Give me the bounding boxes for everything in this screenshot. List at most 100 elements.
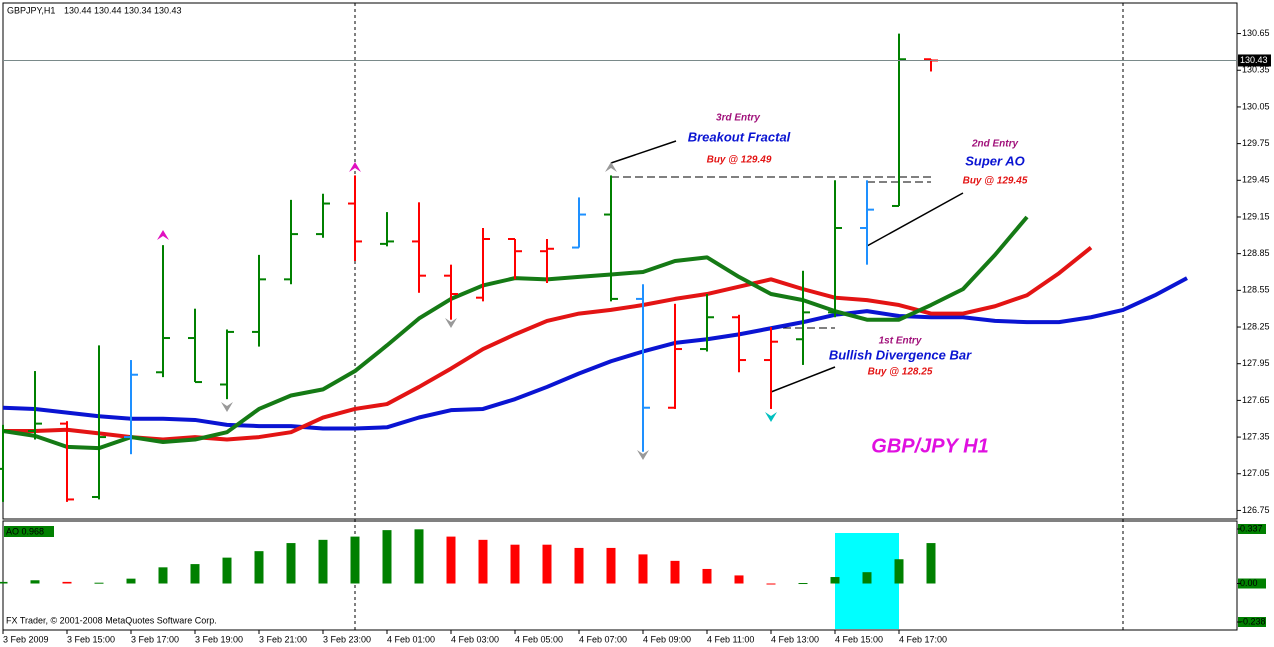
ao-bar <box>606 547 616 584</box>
x-tick-label: 3 Feb 15:00 <box>67 634 115 644</box>
x-tick-label: 4 Feb 05:00 <box>515 634 563 644</box>
ao-bar <box>350 536 360 584</box>
y-tick-label: 128.55 <box>1242 285 1270 295</box>
pointer-line <box>770 366 836 393</box>
fractal-arrows <box>157 162 777 460</box>
ao-bar <box>574 547 584 584</box>
ao-bar <box>798 583 808 585</box>
pointer-line <box>610 140 677 164</box>
y-tick-box <box>1238 617 1266 627</box>
watermark: GBP/JPY H1 <box>871 435 988 457</box>
y-tick-label: -0.238 <box>1240 616 1266 626</box>
x-tick-label: 4 Feb 07:00 <box>579 634 627 644</box>
header-close: 130.43 <box>154 5 182 15</box>
ao-bar <box>0 581 8 584</box>
ao-bar <box>862 572 872 584</box>
fractal-down <box>765 412 777 422</box>
moving-average <box>2 276 1188 431</box>
ao-bar <box>478 539 488 584</box>
y-tick-label: 126.75 <box>1242 505 1270 515</box>
ao-bar <box>638 554 648 584</box>
ao-bar <box>766 583 776 585</box>
pointer-line <box>866 192 964 247</box>
x-tick-label: 4 Feb 17:00 <box>899 634 947 644</box>
x-tick-label: 4 Feb 03:00 <box>451 634 499 644</box>
x-tick-label: 4 Feb 15:00 <box>835 634 883 644</box>
symbol: GBPJPY,H1 <box>7 5 55 15</box>
fractal-up <box>349 162 361 172</box>
ao-bar <box>926 543 936 584</box>
y-tick-box <box>1238 524 1266 534</box>
ao-bar <box>158 567 168 584</box>
ao-bar <box>94 582 104 584</box>
y-tick-label: 127.65 <box>1242 395 1270 405</box>
current-price-label: 130.43 <box>1240 55 1268 65</box>
ao-bar <box>222 557 232 584</box>
ao-frame <box>2 520 1238 631</box>
ao-bar <box>734 575 744 584</box>
y-tick-label: 129.75 <box>1242 138 1270 148</box>
ao-label-box <box>4 526 54 537</box>
ao-bar <box>510 544 520 584</box>
ao-bar <box>190 564 200 584</box>
x-tick-label: 4 Feb 11:00 <box>707 634 754 644</box>
ao-bar <box>254 551 264 584</box>
y-tick-label: 129.15 <box>1242 211 1270 221</box>
x-tick-label: 3 Feb 19:00 <box>195 634 243 644</box>
y-tick-box <box>1238 578 1266 589</box>
x-tick-label: 3 Feb 2009 <box>3 634 49 644</box>
ao-bar <box>702 568 712 584</box>
annotation-label: 1st Entry <box>879 336 922 347</box>
annotation-label: 3rd Entry <box>716 113 760 124</box>
fractal-down <box>445 318 457 328</box>
y-tick-label: 130.65 <box>1242 28 1270 38</box>
annotation-title: Breakout Fractal <box>688 129 791 144</box>
ao-bar <box>670 560 680 584</box>
x-tick-label: 3 Feb 21:00 <box>259 634 307 644</box>
fractal-up <box>157 230 169 240</box>
y-tick-label: 127.05 <box>1242 468 1270 478</box>
annotation-buy: Buy @ 129.49 <box>707 155 772 166</box>
annotation-label: 2nd Entry <box>971 139 1019 150</box>
x-tick-label: 4 Feb 13:00 <box>771 634 819 644</box>
copyright: FX Trader, © 2001-2008 MetaQuotes Softwa… <box>6 615 217 625</box>
x-tick-label: 3 Feb 17:00 <box>131 634 179 644</box>
annotation-title: Bullish Divergence Bar <box>829 347 972 362</box>
current-price-box <box>1238 54 1271 67</box>
y-tick-label: 0.337 <box>1240 523 1263 533</box>
ao-bar <box>830 577 840 584</box>
y-tick-label: 0.00 <box>1240 578 1258 588</box>
ao-bar <box>894 559 904 584</box>
x-tick-label: 4 Feb 09:00 <box>643 634 691 644</box>
y-tick-label: 127.95 <box>1242 358 1270 368</box>
ao-bar <box>542 544 552 584</box>
fractal-down <box>637 450 649 460</box>
ao-bar <box>286 543 296 584</box>
y-tick-label: 130.05 <box>1242 101 1270 111</box>
y-tick-label: 128.25 <box>1242 321 1270 331</box>
annotation-title: Super AO <box>965 153 1024 168</box>
header-open: 130.44 <box>64 5 92 15</box>
y-tick-label: 130.35 <box>1242 65 1270 75</box>
x-tick-label: 4 Feb 01:00 <box>387 634 435 644</box>
annotation-buy: Buy @ 129.45 <box>963 176 1028 187</box>
ao-bar <box>318 539 328 584</box>
ao-bar <box>414 529 424 584</box>
y-tick-label: 129.45 <box>1242 175 1270 185</box>
fractal-down <box>221 402 233 412</box>
y-tick-label: 127.35 <box>1242 431 1270 441</box>
ao-bar <box>30 580 40 584</box>
ao-title: AO 0.968 <box>6 526 44 536</box>
fractal-up <box>605 162 617 172</box>
ao-bar <box>62 581 72 584</box>
annotation-buy: Buy @ 128.25 <box>868 367 933 378</box>
main-frame <box>2 2 1238 520</box>
moving-average <box>3 245 1093 442</box>
y-tick-label: 128.85 <box>1242 248 1270 258</box>
header-low: 130.34 <box>124 5 152 15</box>
ao-bar <box>382 530 392 584</box>
ao-bar <box>126 578 136 584</box>
ao-bar <box>446 536 456 584</box>
